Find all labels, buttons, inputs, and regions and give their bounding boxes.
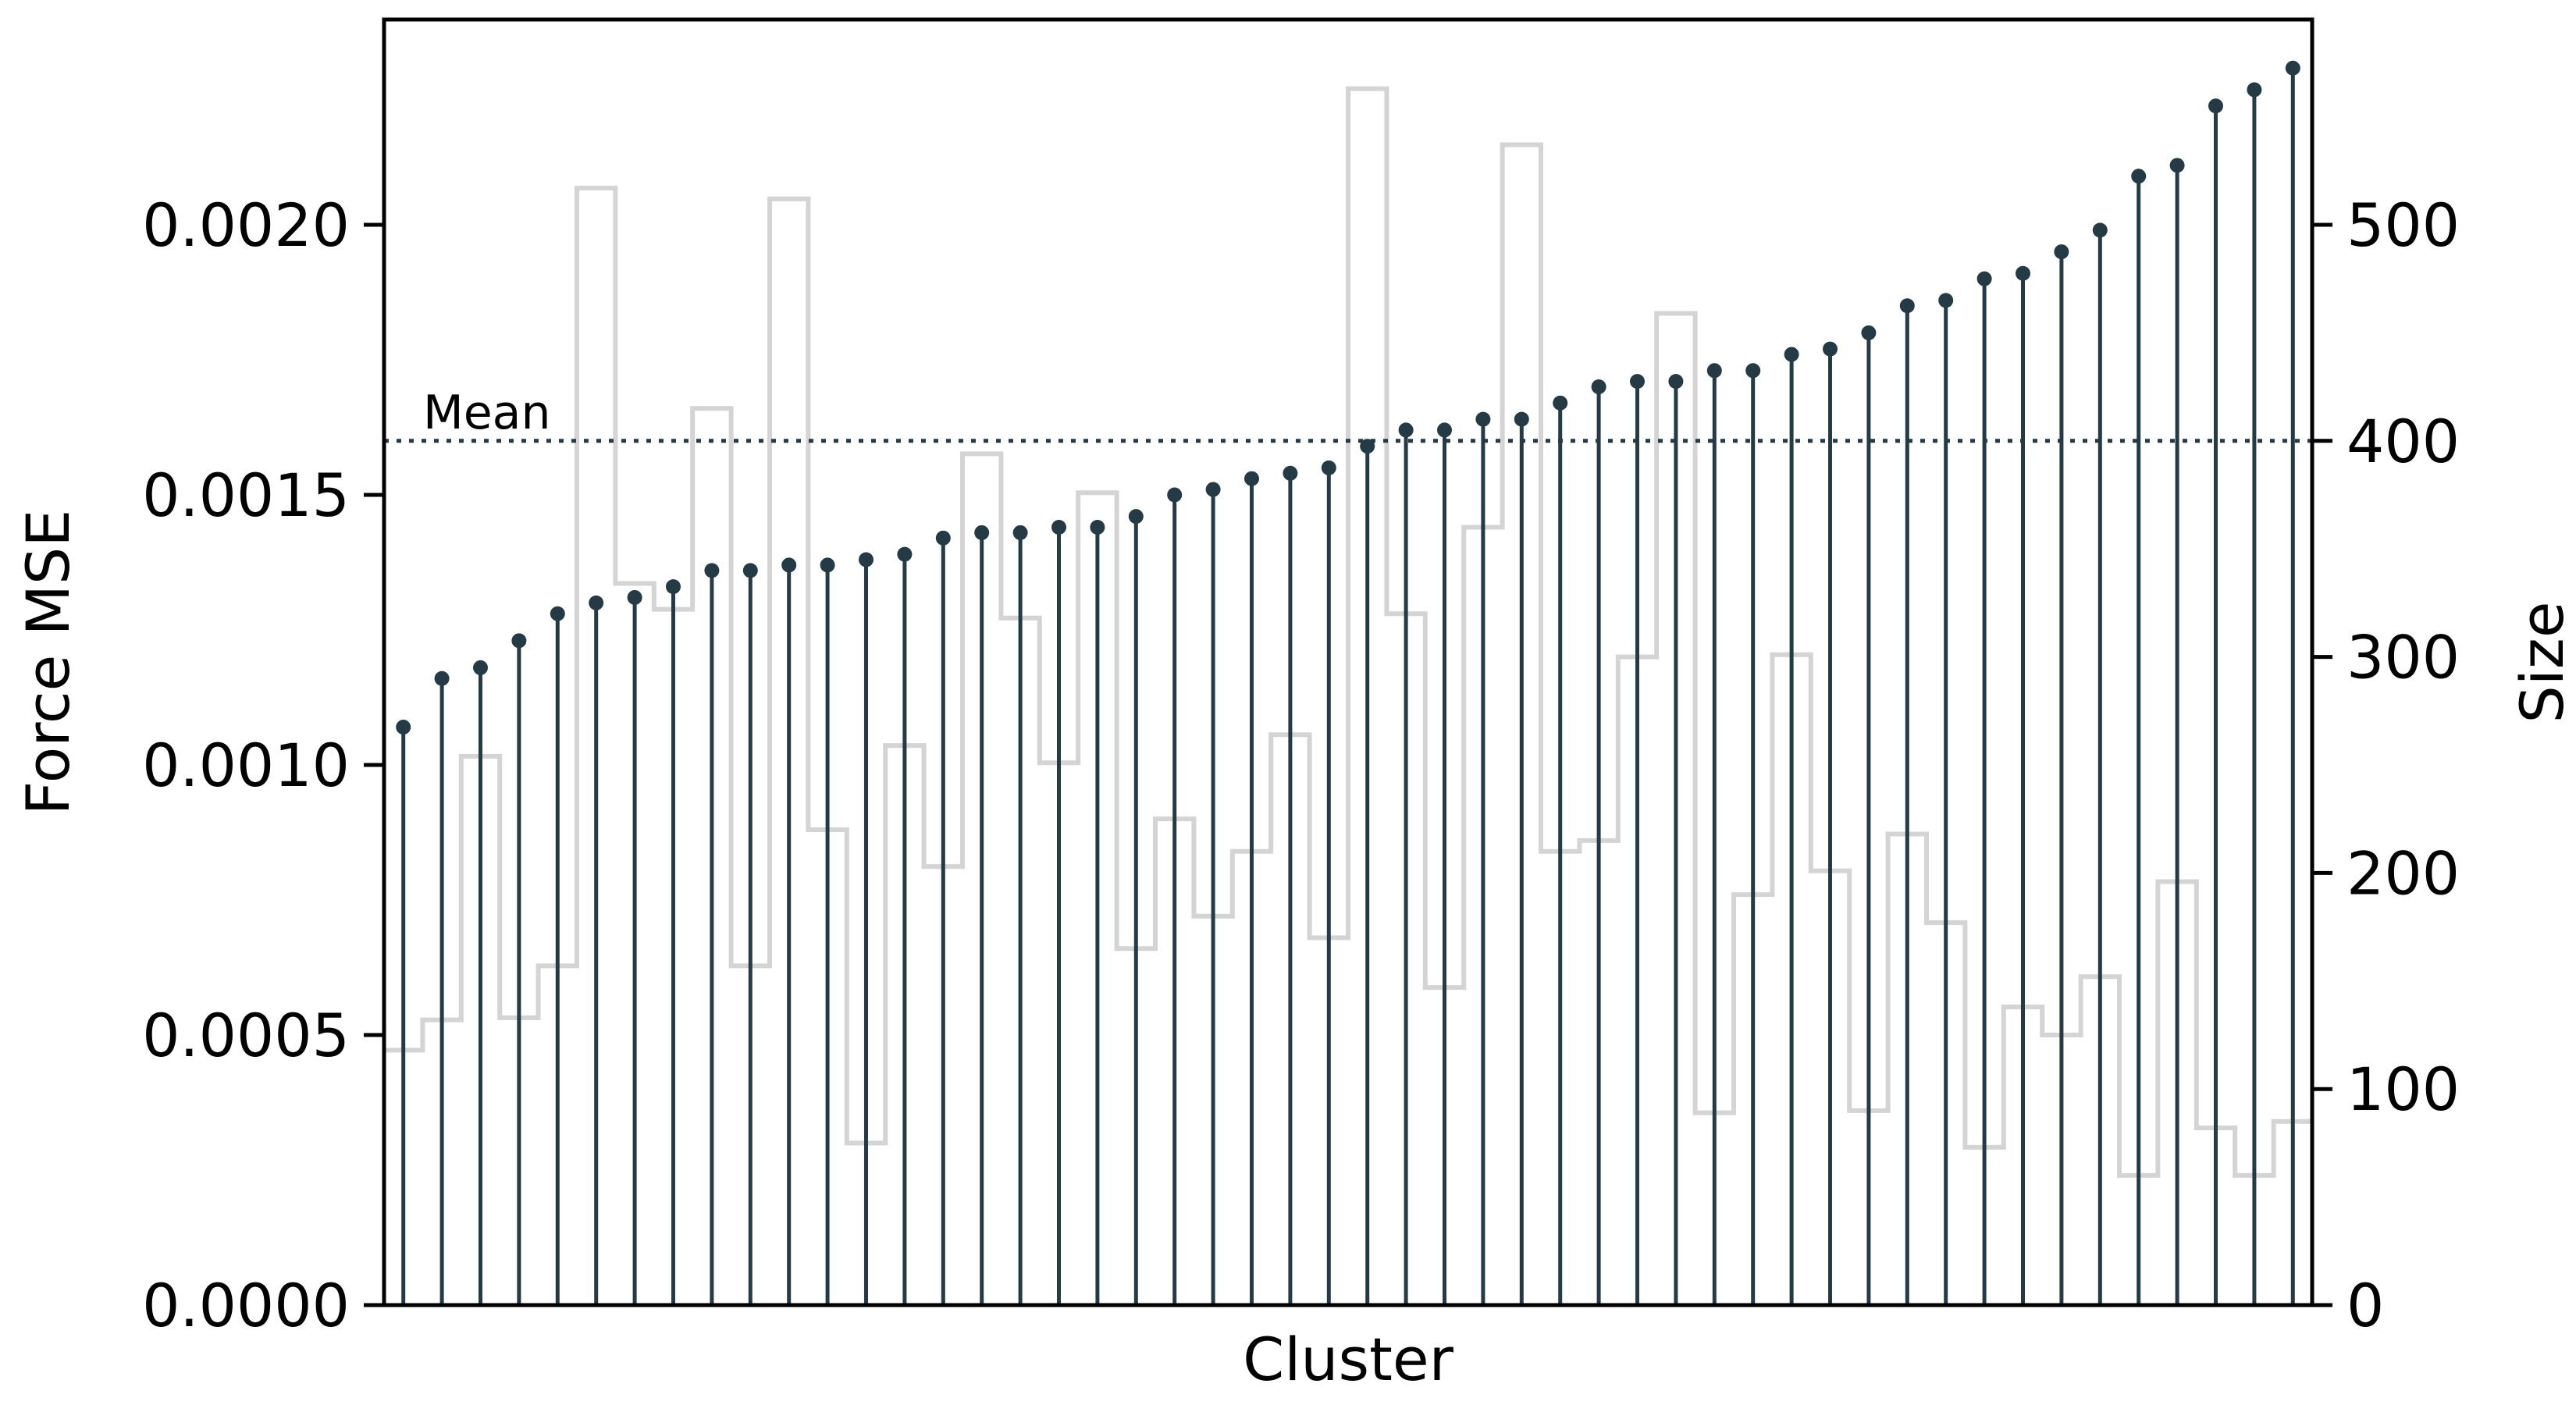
stem-marker: [1784, 347, 1799, 362]
y2-axis-label: Size: [2507, 601, 2576, 723]
stem-marker: [1591, 379, 1606, 395]
stem-marker: [473, 660, 488, 675]
stem-marker: [1283, 465, 1298, 481]
plot-frame: [382, 17, 2314, 1307]
left-tick-label: 0.0015: [142, 461, 350, 530]
stem-marker: [1398, 422, 1414, 438]
stem-marker: [2092, 222, 2108, 238]
right-tick-label: 0: [2347, 1271, 2384, 1340]
stem-marker: [935, 530, 951, 546]
left-tick-label: 0.0020: [142, 190, 350, 260]
stem-marker: [1668, 374, 1684, 389]
stem-marker: [897, 546, 913, 562]
stem-marker: [627, 589, 642, 605]
stem-marker: [1051, 519, 1066, 535]
stem-marker: [1128, 509, 1144, 525]
stem-marker: [396, 720, 411, 735]
axes: [382, 17, 2314, 1307]
stem-marker: [1745, 363, 1761, 379]
stem-marker: [2169, 158, 2185, 173]
stem-marker: [1861, 325, 1877, 340]
stem-marker: [2054, 244, 2069, 260]
stem-marker: [1938, 293, 1954, 308]
mean-reference: Mean: [384, 386, 2312, 443]
right-tick-label: 500: [2347, 190, 2460, 260]
stem-marker: [2208, 98, 2223, 114]
stem-marker: [704, 563, 720, 578]
stem-marker: [666, 579, 681, 595]
force-mse-stem-series: [396, 60, 2300, 1305]
stem-marker: [1475, 411, 1491, 427]
left-tick-label: 0.0000: [142, 1271, 350, 1340]
stem-marker: [2131, 169, 2147, 184]
left-axis-ticks: 0.0000 0.0005 0.0010 0.0015 0.0020: [142, 190, 384, 1340]
stem-marker: [511, 633, 527, 649]
left-tick-label: 0.0010: [142, 731, 350, 800]
stem-marker: [1244, 471, 1259, 486]
right-tick-label: 100: [2347, 1055, 2460, 1124]
x-axis-label: Cluster: [1243, 1325, 1454, 1394]
stem-marker: [742, 563, 758, 578]
stem-marker: [1899, 298, 1915, 314]
stem-marker: [1976, 271, 1992, 286]
stem-marker: [1167, 487, 1183, 503]
right-tick-label: 300: [2347, 623, 2460, 692]
stem-marker: [820, 557, 835, 573]
stem-marker: [1706, 363, 1722, 379]
stem-marker: [2247, 82, 2262, 98]
stem-marker: [974, 525, 990, 540]
stem-marker: [1823, 341, 1838, 357]
stem-marker: [1205, 482, 1221, 497]
left-tick-label: 0.0005: [142, 1001, 350, 1070]
mean-label: Mean: [423, 386, 550, 440]
stem-marker: [781, 557, 797, 573]
right-axis-ticks: 0 100 200 300 400 500: [2312, 190, 2460, 1340]
y-axis-label: Force MSE: [13, 510, 83, 816]
stem-marker: [550, 606, 565, 621]
stem-marker: [2285, 60, 2300, 76]
right-tick-label: 400: [2347, 407, 2460, 476]
stem-marker: [1321, 460, 1336, 475]
stem-marker: [1514, 411, 1529, 427]
stem-marker: [589, 595, 604, 610]
right-tick-label: 200: [2347, 838, 2460, 908]
stem-marker: [1012, 525, 1028, 540]
stem-marker: [1630, 374, 1645, 389]
stem-marker: [1437, 422, 1452, 438]
stem-marker: [434, 670, 450, 686]
stem-marker: [1090, 519, 1105, 535]
stem-marker: [1553, 395, 1568, 411]
stem-marker: [2016, 265, 2030, 281]
stem-marker: [859, 552, 873, 567]
